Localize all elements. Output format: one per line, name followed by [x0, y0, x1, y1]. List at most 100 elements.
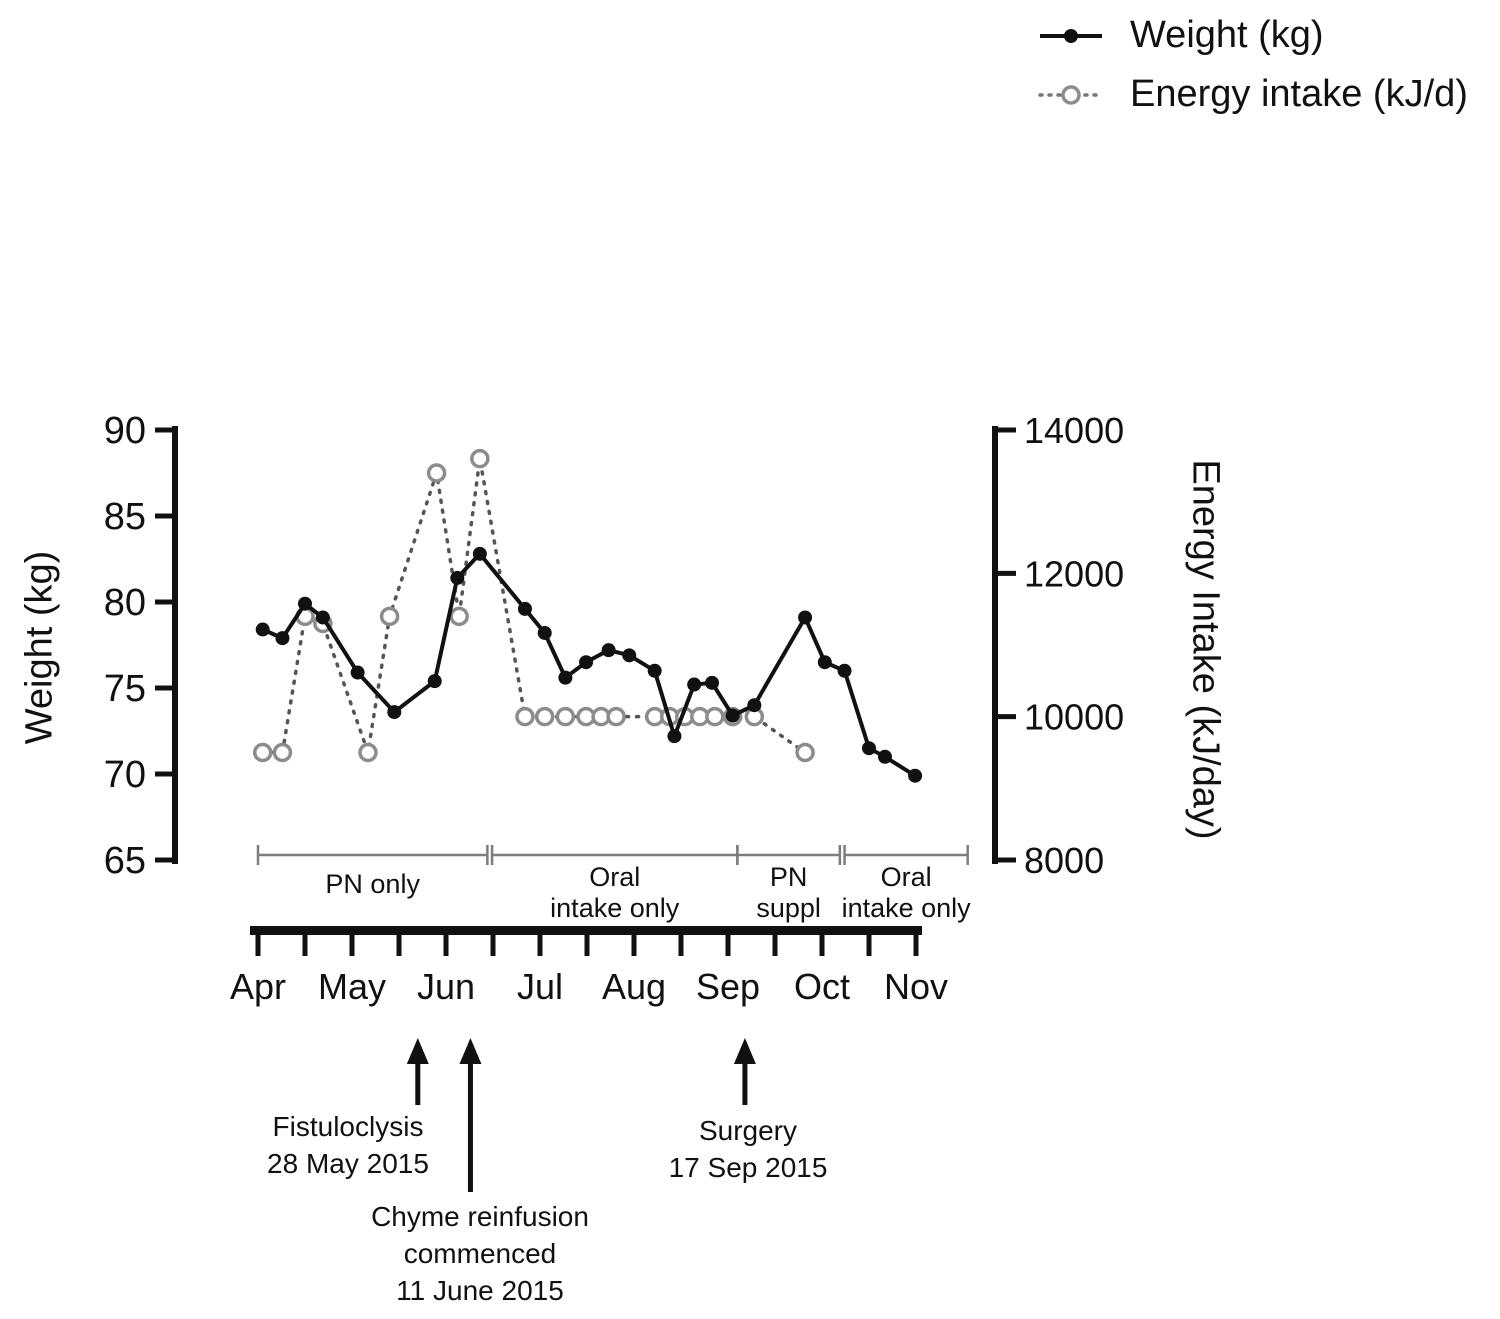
- period-label: PN: [770, 862, 808, 892]
- weight-point: [472, 546, 487, 561]
- energy-intake-point: [379, 606, 400, 627]
- time-axis-tick: [772, 935, 778, 956]
- energy-intake-point: [252, 742, 273, 763]
- energy-intake-point: [358, 742, 378, 763]
- period-label: Oral: [589, 862, 640, 892]
- weight-point: [877, 749, 892, 764]
- energy-intake-point: [795, 742, 815, 763]
- right-axis-title: Energy Intake (kJ/day): [1184, 459, 1227, 840]
- left-axis-tick-label: 65: [104, 840, 146, 882]
- energy-intake-point: [272, 742, 293, 763]
- energy-intake-point: [534, 706, 555, 727]
- weight-series-marker-icon: [1040, 28, 1102, 43]
- legend: Weight (kg) Energy intake (kJ/d): [1038, 14, 1468, 116]
- month-label: Oct: [794, 966, 850, 1007]
- time-axis-tick: [537, 935, 543, 956]
- time-axis-tick: [866, 935, 872, 956]
- period-label: intake only: [842, 893, 972, 923]
- annotation-chyme-reinfusion: Chyme reinfusion commenced 11 June 2015: [371, 1198, 589, 1309]
- time-axis-tick: [255, 935, 261, 956]
- energy-intake-point: [515, 706, 535, 727]
- period-label: Oral: [881, 862, 932, 892]
- energy-intake-point: [555, 706, 576, 727]
- time-axis-tick: [349, 935, 355, 956]
- period-label: intake only: [550, 893, 680, 923]
- month-label: Apr: [230, 966, 286, 1007]
- legend-label-weight: Weight (kg): [1130, 14, 1324, 56]
- event-arrow-head: [733, 1038, 756, 1064]
- annotation-line: Chyme reinfusion: [371, 1201, 589, 1232]
- energy-intake-point: [449, 606, 469, 627]
- energy-intake-point: [705, 706, 725, 727]
- time-axis-tick: [725, 935, 731, 956]
- right-axis-tick-label: 10000: [1024, 697, 1124, 738]
- weight-point: [667, 729, 682, 744]
- left-axis-tick-label: 70: [104, 754, 146, 796]
- weight-point: [427, 674, 442, 689]
- month-label: Jun: [417, 966, 475, 1007]
- weight-point: [537, 625, 552, 640]
- weight-point: [387, 705, 402, 720]
- left-axis-tick-label: 85: [104, 496, 146, 538]
- weight-point: [579, 655, 594, 670]
- weight-point: [450, 570, 465, 585]
- energy-intake-point: [470, 448, 490, 469]
- time-axis-tick: [490, 935, 496, 956]
- weight-point: [517, 601, 532, 616]
- right-axis-tick-label: 8000: [1024, 840, 1104, 881]
- weight-point: [862, 741, 876, 756]
- legend-label-energy: Energy intake (kJ/d): [1130, 73, 1468, 115]
- time-axis-tick: [678, 935, 684, 956]
- time-axis-tick: [443, 935, 449, 956]
- weight-point: [837, 663, 852, 678]
- annotation-line: 17 Sep 2015: [668, 1152, 828, 1183]
- weight-point: [817, 655, 832, 670]
- weight-point: [275, 631, 290, 646]
- legend-item-weight: Weight (kg): [1038, 14, 1468, 57]
- right-axis-tick-label: 12000: [1024, 553, 1124, 594]
- month-label: Nov: [884, 966, 948, 1007]
- event-arrow-head: [406, 1038, 429, 1064]
- weight-point: [747, 698, 762, 713]
- annotation-line: 11 June 2015: [396, 1275, 564, 1306]
- time-axis-tick: [302, 935, 308, 956]
- time-axis-tick: [584, 935, 590, 956]
- left-axis-tick-label: 80: [104, 582, 146, 624]
- weight-point: [687, 677, 702, 692]
- left-axis-tick-label: 90: [104, 410, 146, 452]
- left-axis-title: Weight (kg): [18, 550, 61, 745]
- period-label: PN only: [325, 869, 420, 899]
- energy-intake-point: [426, 463, 447, 483]
- month-label: Jul: [517, 966, 563, 1007]
- right-axis-tick-label: 14000: [1024, 410, 1124, 451]
- month-label: May: [318, 966, 386, 1007]
- weight-point: [725, 708, 740, 723]
- time-axis-tick: [396, 935, 402, 956]
- weight-point: [601, 643, 616, 658]
- weight-point: [622, 648, 637, 663]
- weight-point: [647, 663, 662, 678]
- legend-item-energy: Energy intake (kJ/d): [1038, 73, 1468, 116]
- left-axis-tick-label: 75: [104, 668, 146, 710]
- weight-point: [908, 768, 923, 783]
- time-axis-tick: [819, 935, 825, 956]
- weight-point: [350, 665, 365, 680]
- month-label: Sep: [696, 966, 760, 1007]
- energy-intake-line: [260, 458, 807, 755]
- weight-point: [558, 670, 573, 685]
- weight-point: [255, 622, 270, 637]
- month-label: Aug: [602, 966, 666, 1007]
- weight-point: [798, 610, 813, 625]
- annotation-line: Surgery: [698, 1115, 798, 1146]
- energy-intake-point: [606, 706, 626, 727]
- annotation-line: Fistuloclysis: [272, 1111, 424, 1142]
- weight-point: [298, 596, 312, 611]
- annotation-line: commenced: [403, 1238, 557, 1269]
- annotation-surgery: Surgery 17 Sep 2015: [669, 1112, 828, 1186]
- energy-series-marker-icon: [1038, 84, 1104, 105]
- time-axis-tick: [913, 935, 919, 956]
- event-arrow-head: [459, 1038, 482, 1064]
- weight-point: [315, 610, 330, 625]
